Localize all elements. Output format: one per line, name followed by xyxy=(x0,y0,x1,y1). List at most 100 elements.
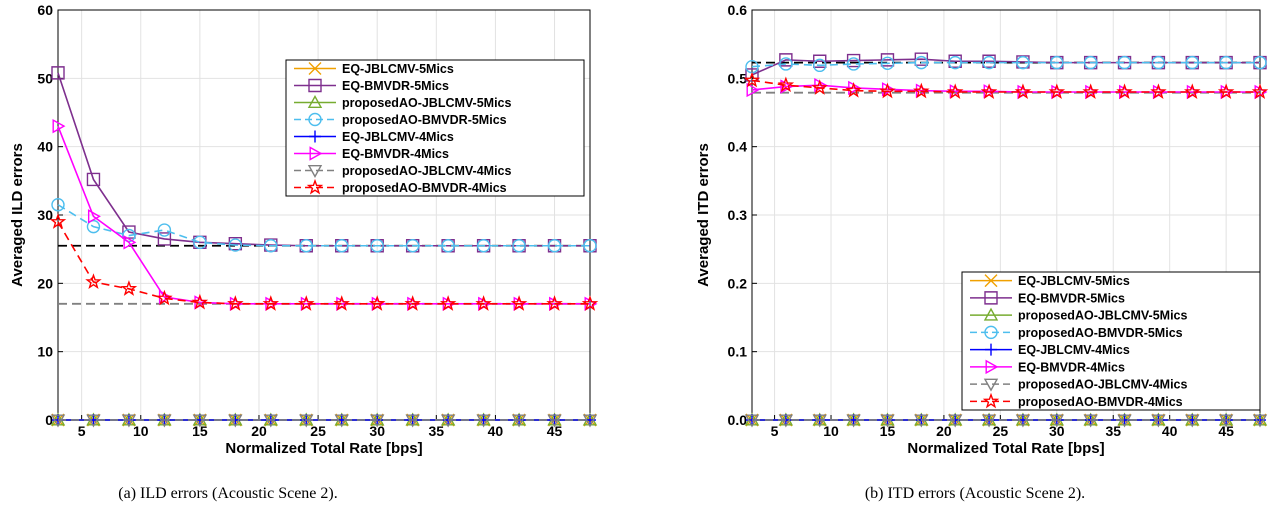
data-point xyxy=(744,414,760,428)
series-proposedAO-BMVDR-5Mics xyxy=(51,198,597,253)
data-point xyxy=(746,82,760,98)
legend-label: proposedAO-BMVDR-4Mics xyxy=(342,181,507,195)
data-point xyxy=(980,83,998,100)
x-tick-label: 45 xyxy=(547,423,563,439)
legend-marker xyxy=(985,343,997,356)
legend-label: EQ-BMVDR-4Mics xyxy=(1018,360,1125,374)
legend-marker xyxy=(307,165,323,178)
y-tick-label: 0.1 xyxy=(728,344,748,360)
data-point xyxy=(546,295,563,311)
data-point xyxy=(157,232,172,246)
x-tick-label: 10 xyxy=(823,423,839,439)
legend-label: proposedAO-BMVDR-4Mics xyxy=(1018,395,1183,409)
data-point xyxy=(1049,414,1064,428)
data-point xyxy=(228,414,243,428)
legend-marker xyxy=(984,325,998,340)
data-point xyxy=(743,71,761,88)
data-point xyxy=(1083,55,1098,70)
legend: EQ-JBLCMV-5Mics EQ-BMVDR-5Mics proposedAO-… xyxy=(285,59,585,197)
series-proposedAO-JBLCMV-4Mics xyxy=(744,414,1268,428)
data-point xyxy=(405,239,420,253)
chart-ild-errors: 5 10 15 20 25 30 35 40 45 0 10 20 30 40 50 60 Normalized… xyxy=(9,2,599,457)
data-point xyxy=(228,238,243,252)
legend-label: proposedAO-JBLCMV-5Mics xyxy=(1018,309,1188,323)
x-tick-label: 35 xyxy=(429,423,445,439)
data-point xyxy=(49,213,67,229)
data-point xyxy=(333,295,350,311)
data-point xyxy=(86,172,101,187)
legend-label: EQ-JBLCMV-5Mics xyxy=(1018,274,1130,288)
data-point xyxy=(51,198,65,212)
x-tick-label: 20 xyxy=(936,423,952,439)
data-point xyxy=(1185,414,1200,428)
legend-marker xyxy=(306,178,324,195)
data-point xyxy=(583,239,597,253)
y-tick-label: 30 xyxy=(37,207,53,223)
data-point xyxy=(263,414,278,428)
data-point xyxy=(1116,83,1133,100)
data-point xyxy=(1219,55,1233,70)
legend-marker xyxy=(309,146,323,161)
x-tick-label: 10 xyxy=(133,423,149,439)
x-axis-label: Normalized Total Rate [bps] xyxy=(907,440,1104,457)
data-point xyxy=(121,414,137,428)
x-tick-label: 30 xyxy=(369,423,385,439)
y-tick-label: 20 xyxy=(37,275,53,291)
x-tick-label: 25 xyxy=(993,423,1009,439)
data-point xyxy=(368,295,386,311)
data-point xyxy=(913,82,930,99)
series-proposedAO-BMVDR-4Mics xyxy=(743,71,1269,100)
legend-marker xyxy=(982,392,1000,409)
data-point xyxy=(191,293,209,310)
data-point xyxy=(1083,414,1098,428)
series-line xyxy=(57,221,590,305)
y-tick-label: 0.0 xyxy=(728,412,748,428)
legend-label: EQ-JBLCMV-4Mics xyxy=(342,130,454,144)
data-point xyxy=(476,414,491,428)
data-point xyxy=(811,79,828,95)
data-point xyxy=(846,57,861,71)
series-line xyxy=(751,61,1260,68)
data-point xyxy=(1150,83,1167,100)
data-point xyxy=(1117,414,1132,428)
data-point xyxy=(370,239,384,253)
y-tick-label: 0.5 xyxy=(728,70,748,86)
data-point xyxy=(1082,83,1099,100)
data-point xyxy=(441,239,455,253)
legend-label: proposedAO-BMVDR-5Mics xyxy=(1018,326,1183,340)
y-tick-label: 50 xyxy=(37,70,53,86)
caption-b: (b) ITD errors (Acoustic Scene 2). xyxy=(865,485,1085,502)
data-point xyxy=(1252,414,1268,428)
x-tick-label: 45 xyxy=(1218,423,1234,439)
data-point xyxy=(87,209,101,224)
data-point xyxy=(334,414,349,428)
data-point xyxy=(227,295,244,311)
data-point xyxy=(914,55,929,70)
data-point xyxy=(1151,55,1166,70)
x-tick-label: 5 xyxy=(78,423,86,439)
data-point xyxy=(512,239,526,253)
data-point xyxy=(193,235,207,250)
data-point xyxy=(157,414,172,428)
legend-box xyxy=(961,271,1261,411)
data-point xyxy=(192,414,208,428)
data-point xyxy=(262,295,280,311)
data-point xyxy=(1151,414,1166,428)
data-point xyxy=(123,235,137,250)
data-point xyxy=(85,273,102,289)
chart-itd-errors: 5 10 15 20 25 30 35 40 45 0.0 0.1 0.2 0.3 0.4 0.5 0.6 No… xyxy=(695,2,1269,457)
legend-marker xyxy=(308,112,322,127)
data-point xyxy=(914,414,929,428)
y-axis-label: Averaged ITD errors xyxy=(695,143,712,287)
legend-marker xyxy=(983,307,999,321)
legend-label: EQ-JBLCMV-4Mics xyxy=(1018,343,1130,357)
x-tick-label: 40 xyxy=(488,423,504,439)
y-tick-label: 10 xyxy=(37,344,53,360)
data-point xyxy=(50,414,66,428)
legend-box xyxy=(285,59,585,197)
y-tick-label: 40 xyxy=(37,139,53,155)
data-point xyxy=(120,280,138,296)
data-point xyxy=(879,82,896,99)
data-point xyxy=(299,414,314,428)
legend-label: proposedAO-JBLCMV-4Mics xyxy=(342,164,512,178)
